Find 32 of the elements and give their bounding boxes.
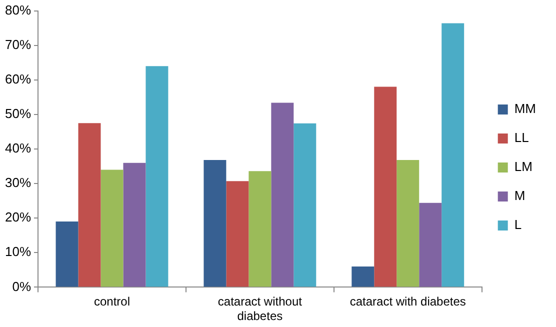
legend-label: L [514,217,522,232]
bar [442,23,464,287]
x-tick-label: cataract without diabetes [218,294,303,324]
bar [294,123,316,287]
x-tick-label: control [94,294,130,309]
bar [352,266,374,287]
bar [100,170,124,287]
bar [396,160,420,287]
bar [123,162,146,287]
bar [204,160,226,287]
bar [248,171,272,287]
y-tick-label: 60% [4,71,32,86]
bar [419,202,442,287]
x-tick-label: cataract with diabetes [350,294,466,309]
bar [271,102,294,287]
y-tick-label: 30% [4,175,32,190]
legend-label: M [514,188,526,204]
legend-label: LL [514,130,529,146]
y-tick-label: 70% [4,36,32,52]
bar [146,66,168,287]
legend-label: MM [514,101,536,116]
y-tick-label: 50% [4,106,32,122]
y-tick-label: 80% [4,2,32,18]
bar [226,181,249,287]
bar [374,86,397,287]
bar [78,123,101,287]
y-tick-label: 40% [4,140,32,156]
legend-label: LM [514,159,532,174]
bar [56,222,78,287]
y-tick-label: 0% [12,278,32,294]
y-tick-label: 20% [4,210,32,225]
y-tick-label: 10% [4,244,32,260]
